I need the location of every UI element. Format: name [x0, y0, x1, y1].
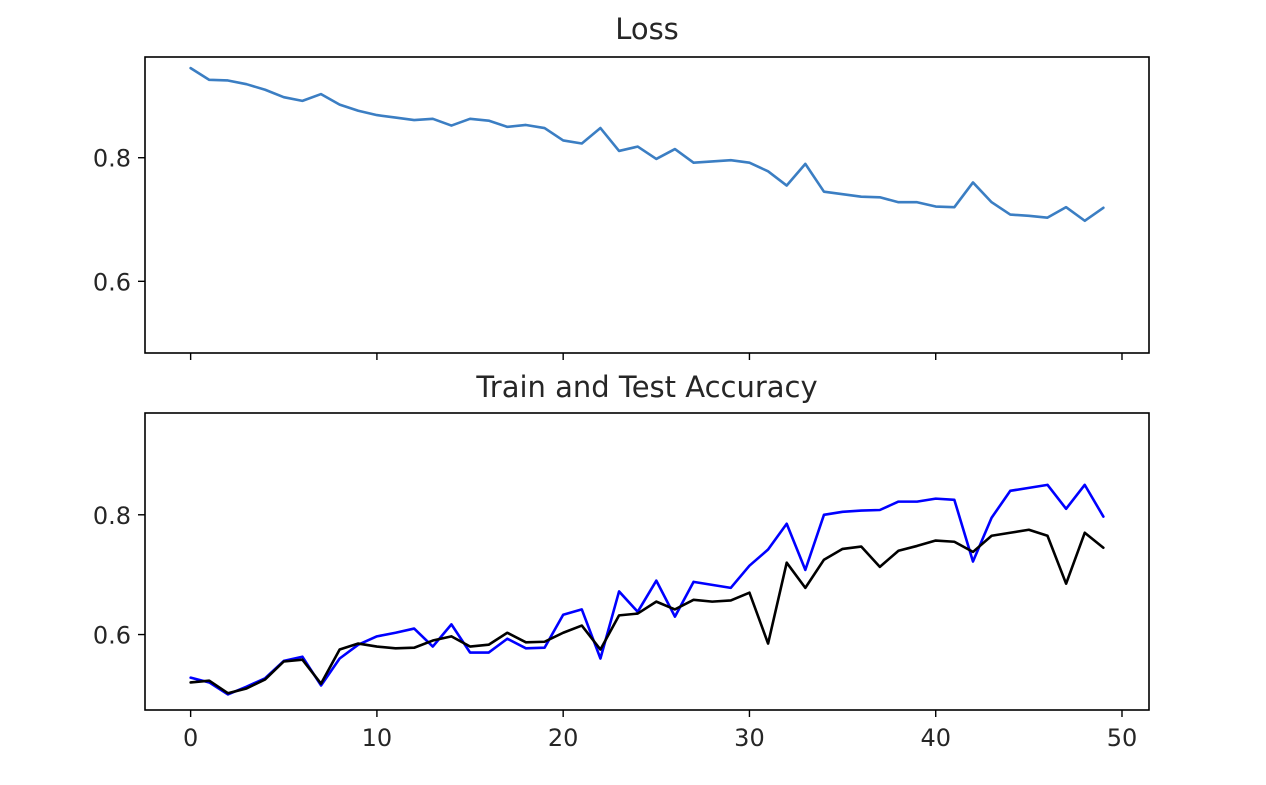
loss-series-0-line	[189, 66, 1105, 223]
accuracy-chart-title: Train and Test Accuracy	[475, 370, 817, 404]
accuracy-xtick-label-30: 30	[734, 724, 765, 752]
accuracy-panel: Train and Test Accuracy 0 10 20 30 40 50 0.6 0.…	[93, 370, 1150, 752]
accuracy-xtick-label-10: 10	[362, 724, 393, 752]
loss-ytick-label-0.8: 0.8	[93, 145, 131, 173]
accuracy-ytick-label-0.6: 0.6	[93, 622, 131, 650]
loss-chart-title: Loss	[615, 12, 679, 46]
accuracy-ytick-label-0.8: 0.8	[93, 502, 131, 530]
accuracy-series-1-line	[189, 528, 1105, 695]
loss-panel: Loss 0.6 0.8	[93, 12, 1150, 360]
loss-axes-frame	[144, 56, 1150, 354]
accuracy-xtick-label-50: 50	[1107, 724, 1138, 752]
accuracy-series-0-line	[189, 483, 1105, 696]
accuracy-xtick-label-0: 0	[183, 724, 198, 752]
accuracy-xtick-label-20: 20	[548, 724, 579, 752]
accuracy-xtick-label-40: 40	[920, 724, 951, 752]
loss-ytick-label-0.6: 0.6	[93, 268, 131, 296]
accuracy-axes-frame	[144, 412, 1150, 711]
